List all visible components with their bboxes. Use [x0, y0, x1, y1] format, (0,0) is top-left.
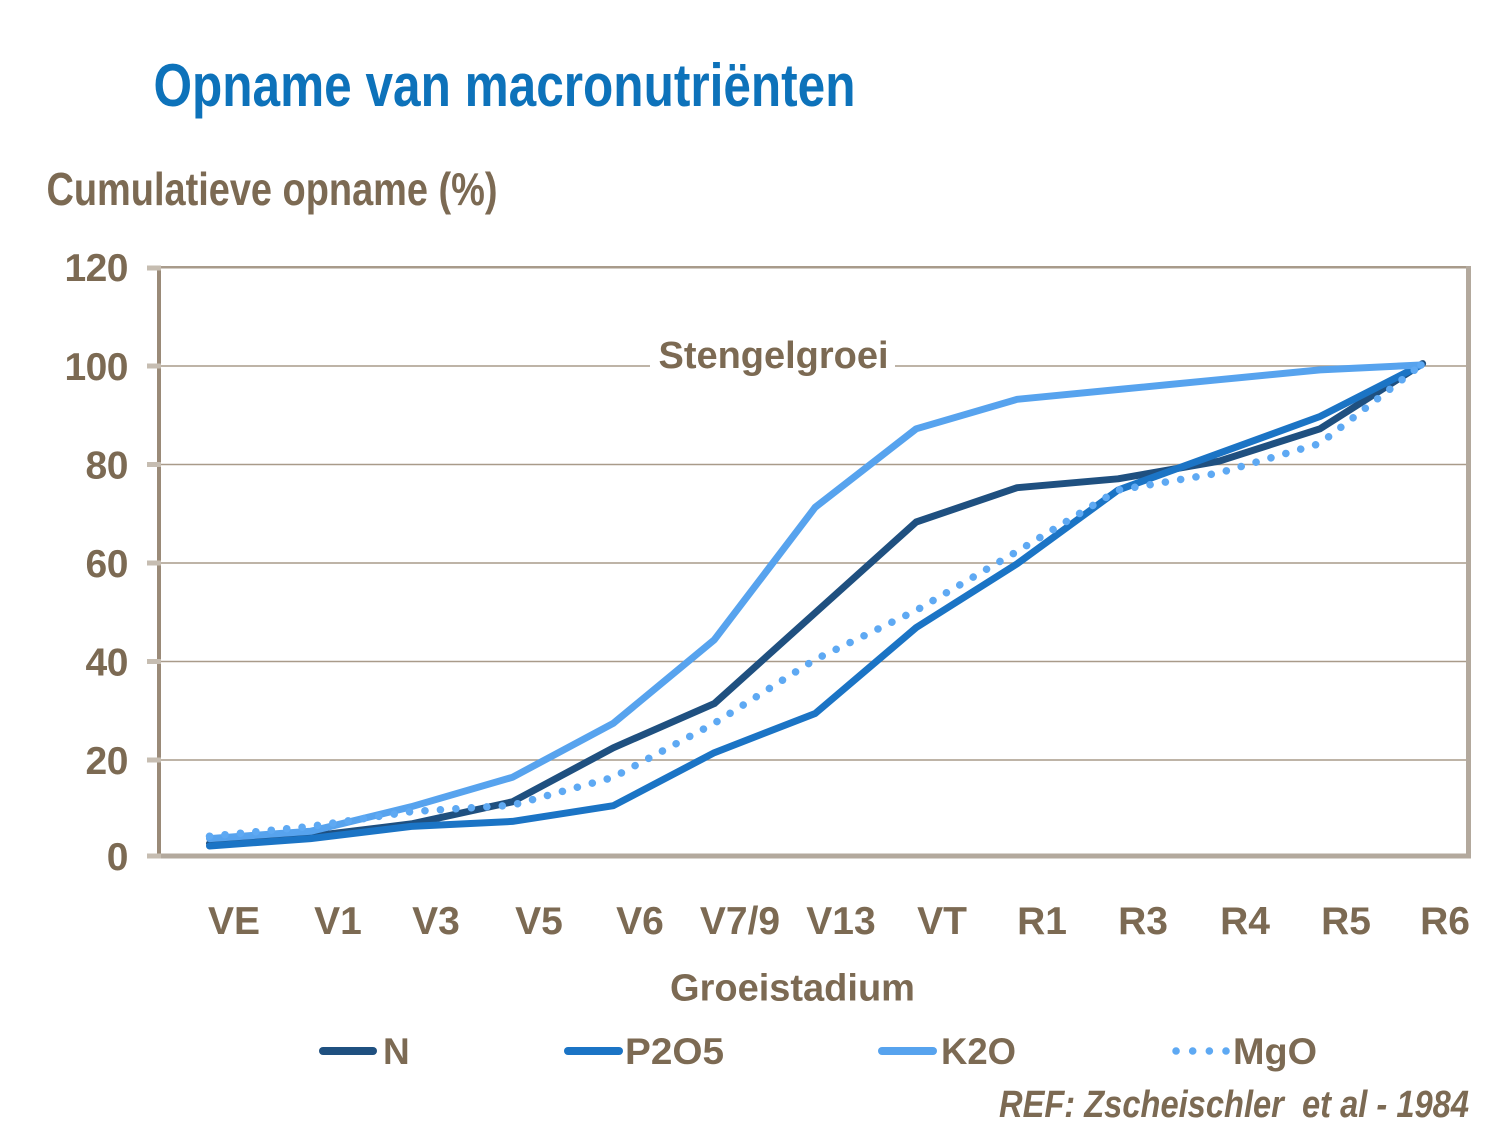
svg-text:R6: R6: [1420, 900, 1470, 943]
svg-text:VE: VE: [208, 900, 260, 943]
svg-text:Opname van macronutriënten: Opname van macronutriënten: [154, 52, 856, 119]
svg-text:Stengelgroei: Stengelgroei: [659, 335, 889, 377]
svg-text:R1: R1: [1017, 900, 1067, 943]
svg-text:R5: R5: [1321, 900, 1371, 943]
svg-text:R4: R4: [1220, 900, 1270, 943]
svg-text:V6: V6: [616, 900, 664, 943]
svg-text:V3: V3: [412, 900, 460, 943]
svg-text:Cumulatieve opname (%): Cumulatieve opname (%): [47, 163, 498, 215]
svg-text:100: 100: [65, 346, 129, 389]
svg-text:N: N: [383, 1031, 410, 1072]
svg-text:20: 20: [86, 740, 129, 783]
svg-text:Groeistadium: Groeistadium: [670, 968, 915, 1010]
svg-text:V7/9: V7/9: [700, 900, 780, 943]
svg-text:V1: V1: [314, 900, 362, 943]
svg-text:P2O5: P2O5: [625, 1031, 724, 1072]
svg-text:0: 0: [107, 836, 129, 879]
svg-text:80: 80: [86, 445, 129, 488]
svg-text:K2O: K2O: [941, 1031, 1016, 1072]
svg-text:REF: Zscheischler et al - 198: REF: Zscheischler et al - 1984: [999, 1084, 1469, 1126]
svg-text:VT: VT: [917, 900, 967, 943]
svg-text:120: 120: [65, 247, 129, 290]
svg-text:40: 40: [86, 642, 129, 685]
svg-text:R3: R3: [1118, 900, 1168, 943]
svg-text:V5: V5: [515, 900, 563, 943]
svg-text:MgO: MgO: [1233, 1031, 1317, 1072]
svg-text:V13: V13: [806, 900, 875, 943]
svg-text:60: 60: [86, 543, 129, 586]
